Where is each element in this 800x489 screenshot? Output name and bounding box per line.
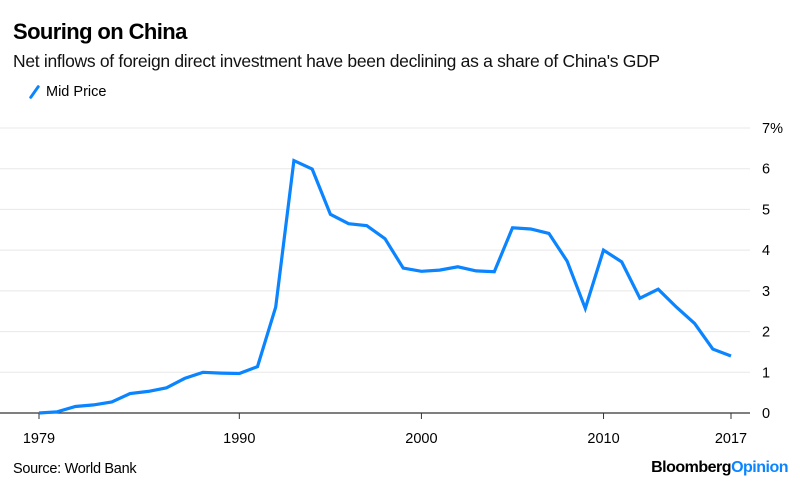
x-tick-label: 1990 (223, 431, 255, 447)
legend-label: Mid Price (46, 84, 107, 100)
chart-subtitle: Net inflows of foreign direct investment… (13, 51, 660, 71)
x-axis: 1979 1990 2000 2010 2017 (0, 412, 750, 447)
x-tick-label: 2000 (405, 431, 437, 447)
x-tick-label: 2017 (715, 431, 747, 447)
y-tick-label: 7% (762, 121, 783, 137)
series-line-mid-price (38, 158, 732, 415)
series-layer (38, 158, 732, 415)
y-tick-label: 6 (762, 162, 770, 178)
y-tick-label: 2 (762, 325, 770, 341)
y-tick-label: 3 (762, 284, 770, 300)
brand-logo: BloombergOpinion (651, 459, 788, 477)
grid-lines (0, 127, 750, 373)
y-tick-label: 1 (762, 365, 770, 381)
y-tick-label: 5 (762, 202, 770, 218)
source-note: Source: World Bank (13, 461, 137, 477)
brand-bloomberg: Bloomberg (651, 459, 732, 476)
y-tick-label: 4 (762, 243, 770, 259)
y-tick-label: 0 (762, 406, 770, 422)
legend: Mid Price (28, 84, 106, 100)
x-tick-label: 2010 (587, 431, 619, 447)
brand-opinion: Opinion (731, 459, 788, 476)
y-axis-labels: 0 1 2 3 4 5 6 7% (762, 121, 783, 422)
chart-title: Souring on China (13, 19, 187, 44)
x-tick-label: 1979 (23, 431, 55, 447)
